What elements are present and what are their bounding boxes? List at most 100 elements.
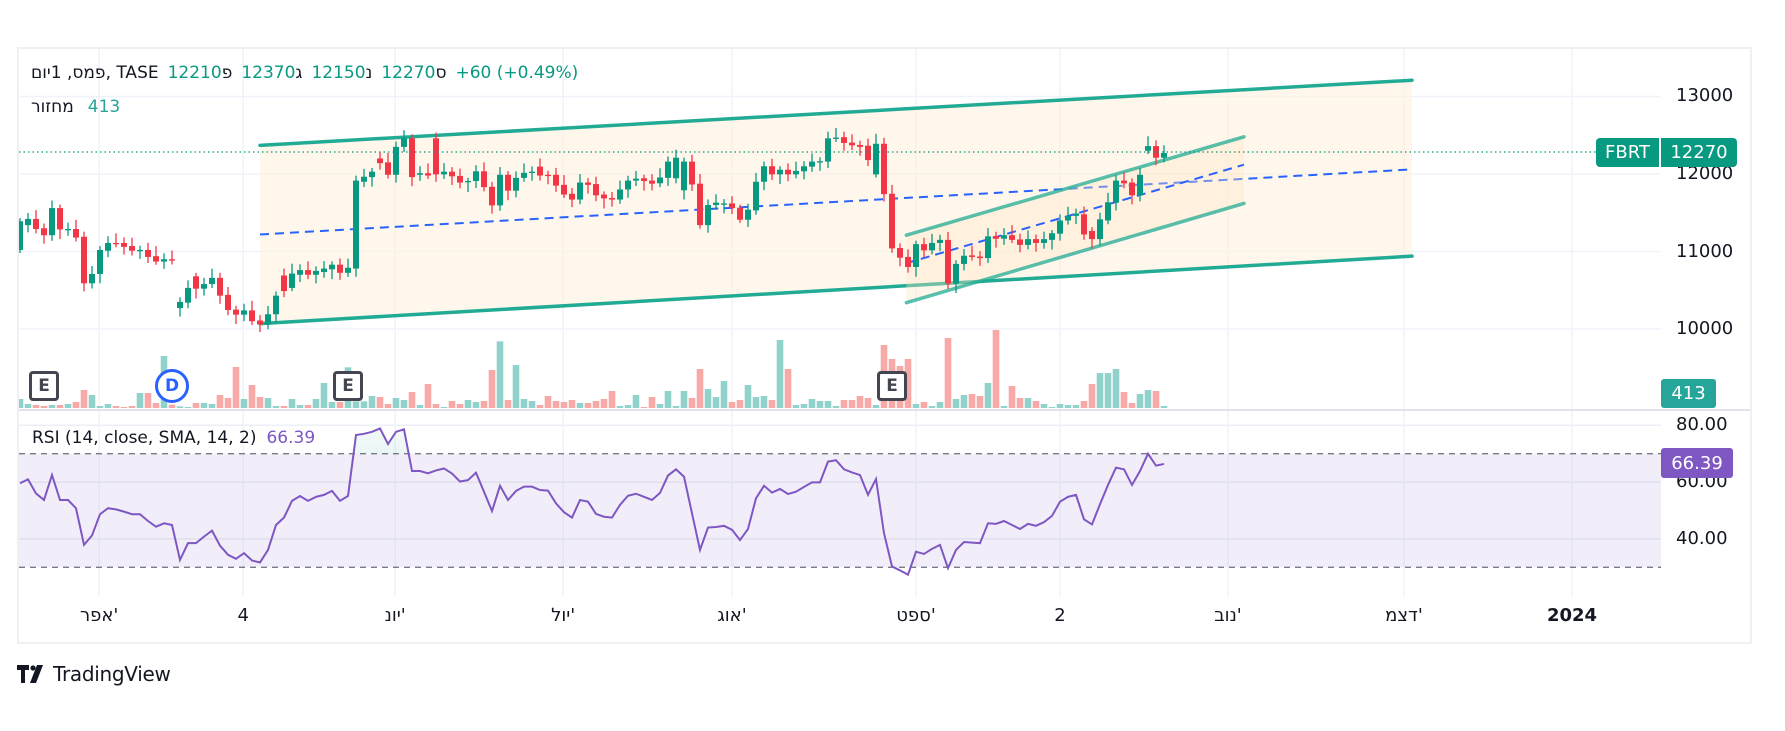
candle-body xyxy=(697,183,703,226)
candle-body xyxy=(617,189,623,200)
candle-body xyxy=(721,203,727,205)
volume-bar xyxy=(440,407,448,408)
volume-bar xyxy=(688,398,696,408)
candle-body xyxy=(753,181,759,211)
candle-body xyxy=(1161,153,1167,158)
volume-bar xyxy=(600,399,608,408)
volume-bar xyxy=(856,396,864,408)
earnings-marker[interactable]: E xyxy=(29,371,59,401)
volume-bar xyxy=(56,405,64,408)
volume-bar xyxy=(680,391,688,408)
candle-body xyxy=(433,138,439,175)
volume-bar xyxy=(424,384,432,408)
time-axis-label: ספט' xyxy=(896,605,936,626)
volume-bar xyxy=(584,403,592,408)
earnings-marker[interactable]: E xyxy=(877,371,907,401)
symbol-price-tag: FBRT xyxy=(1596,138,1659,167)
price-axis-label: 12000 xyxy=(1676,163,1734,184)
volume-bar xyxy=(656,404,664,408)
candle-body xyxy=(97,249,103,274)
volume-bar xyxy=(928,406,936,408)
candle-body xyxy=(673,157,679,179)
candle-body xyxy=(985,236,991,259)
candle-body xyxy=(513,177,519,191)
volume-bar xyxy=(1136,394,1144,408)
candle-body xyxy=(241,310,247,315)
volume-legend: מחזור 413 xyxy=(31,96,120,118)
volume-bar xyxy=(1000,406,1008,408)
volume-bar xyxy=(936,402,944,408)
candle-body xyxy=(665,161,671,178)
candle-body xyxy=(1081,214,1087,235)
candle-body xyxy=(369,171,375,178)
candle-body xyxy=(1113,180,1119,203)
candle-body xyxy=(121,242,127,247)
candle-body xyxy=(281,275,287,292)
candle-body xyxy=(273,295,279,315)
candle-body xyxy=(537,166,543,176)
dividend-marker[interactable]: D xyxy=(155,369,189,403)
candlestick-series xyxy=(19,127,1167,333)
candle-body xyxy=(329,264,335,270)
volume-bar xyxy=(392,398,400,408)
volume-bar xyxy=(1152,391,1160,408)
volume-bar xyxy=(640,407,648,408)
volume-bar xyxy=(832,406,840,408)
time-axis-label: נוב' xyxy=(1214,605,1242,626)
candle-body xyxy=(417,173,423,175)
time-axis-label: יונ' xyxy=(384,605,406,626)
candle-body xyxy=(689,161,695,185)
volume-bar xyxy=(800,404,808,408)
rsi-legend-title[interactable]: RSI (14, close, SMA, 14, 2) xyxy=(32,428,257,448)
candle-body xyxy=(713,202,719,205)
candle-body xyxy=(929,242,935,251)
volume-bar xyxy=(1096,373,1104,408)
time-axis-label: דצמ' xyxy=(1385,605,1423,626)
candle-body xyxy=(641,178,647,181)
candle-body xyxy=(201,284,207,289)
candle-body xyxy=(169,259,175,261)
candle-body xyxy=(601,194,607,199)
volume-bar xyxy=(144,393,152,408)
candle-body xyxy=(225,294,231,311)
candle-body xyxy=(193,276,199,289)
time-axis-label: אפר' xyxy=(79,605,119,626)
candle-body xyxy=(105,242,111,251)
symbol-title[interactable]: פמס, 1יום, TASE xyxy=(31,63,159,83)
earnings-marker[interactable]: E xyxy=(333,371,363,401)
candle-body xyxy=(681,161,687,191)
tradingview-logo[interactable]: TradingView xyxy=(17,662,171,686)
volume-bar xyxy=(48,405,56,408)
volume-bar xyxy=(960,395,968,408)
small-channel-midline xyxy=(906,163,1245,265)
candle-body xyxy=(1105,202,1111,221)
volume-bar xyxy=(496,341,504,408)
candle-body xyxy=(409,138,415,178)
volume-bar xyxy=(544,396,552,408)
volume-bar xyxy=(984,383,992,408)
candle-body xyxy=(1017,239,1023,245)
volume-bar xyxy=(248,385,256,408)
volume-bar xyxy=(64,404,72,408)
volume-bar xyxy=(808,399,816,408)
candle-body xyxy=(385,162,391,175)
candle-body xyxy=(737,207,743,220)
volume-bar xyxy=(616,406,624,408)
volume-bar xyxy=(776,340,784,408)
candle-body xyxy=(569,193,575,200)
candle-body xyxy=(657,177,663,184)
candle-body xyxy=(1033,239,1039,243)
volume-legend-value: 413 xyxy=(87,97,121,117)
volume-bar xyxy=(768,400,776,408)
candle-body xyxy=(545,174,551,177)
volume-bar xyxy=(1088,384,1096,408)
trend-channel-drawings[interactable] xyxy=(258,78,1414,326)
candle-body xyxy=(937,239,943,243)
ohlc-close: 12270ס xyxy=(381,63,447,83)
volume-bar xyxy=(840,400,848,408)
volume-legend-label[interactable]: מחזור xyxy=(31,97,74,117)
volume-bar xyxy=(920,402,928,408)
rsi-pane xyxy=(19,427,1661,577)
candle-body xyxy=(905,256,911,267)
